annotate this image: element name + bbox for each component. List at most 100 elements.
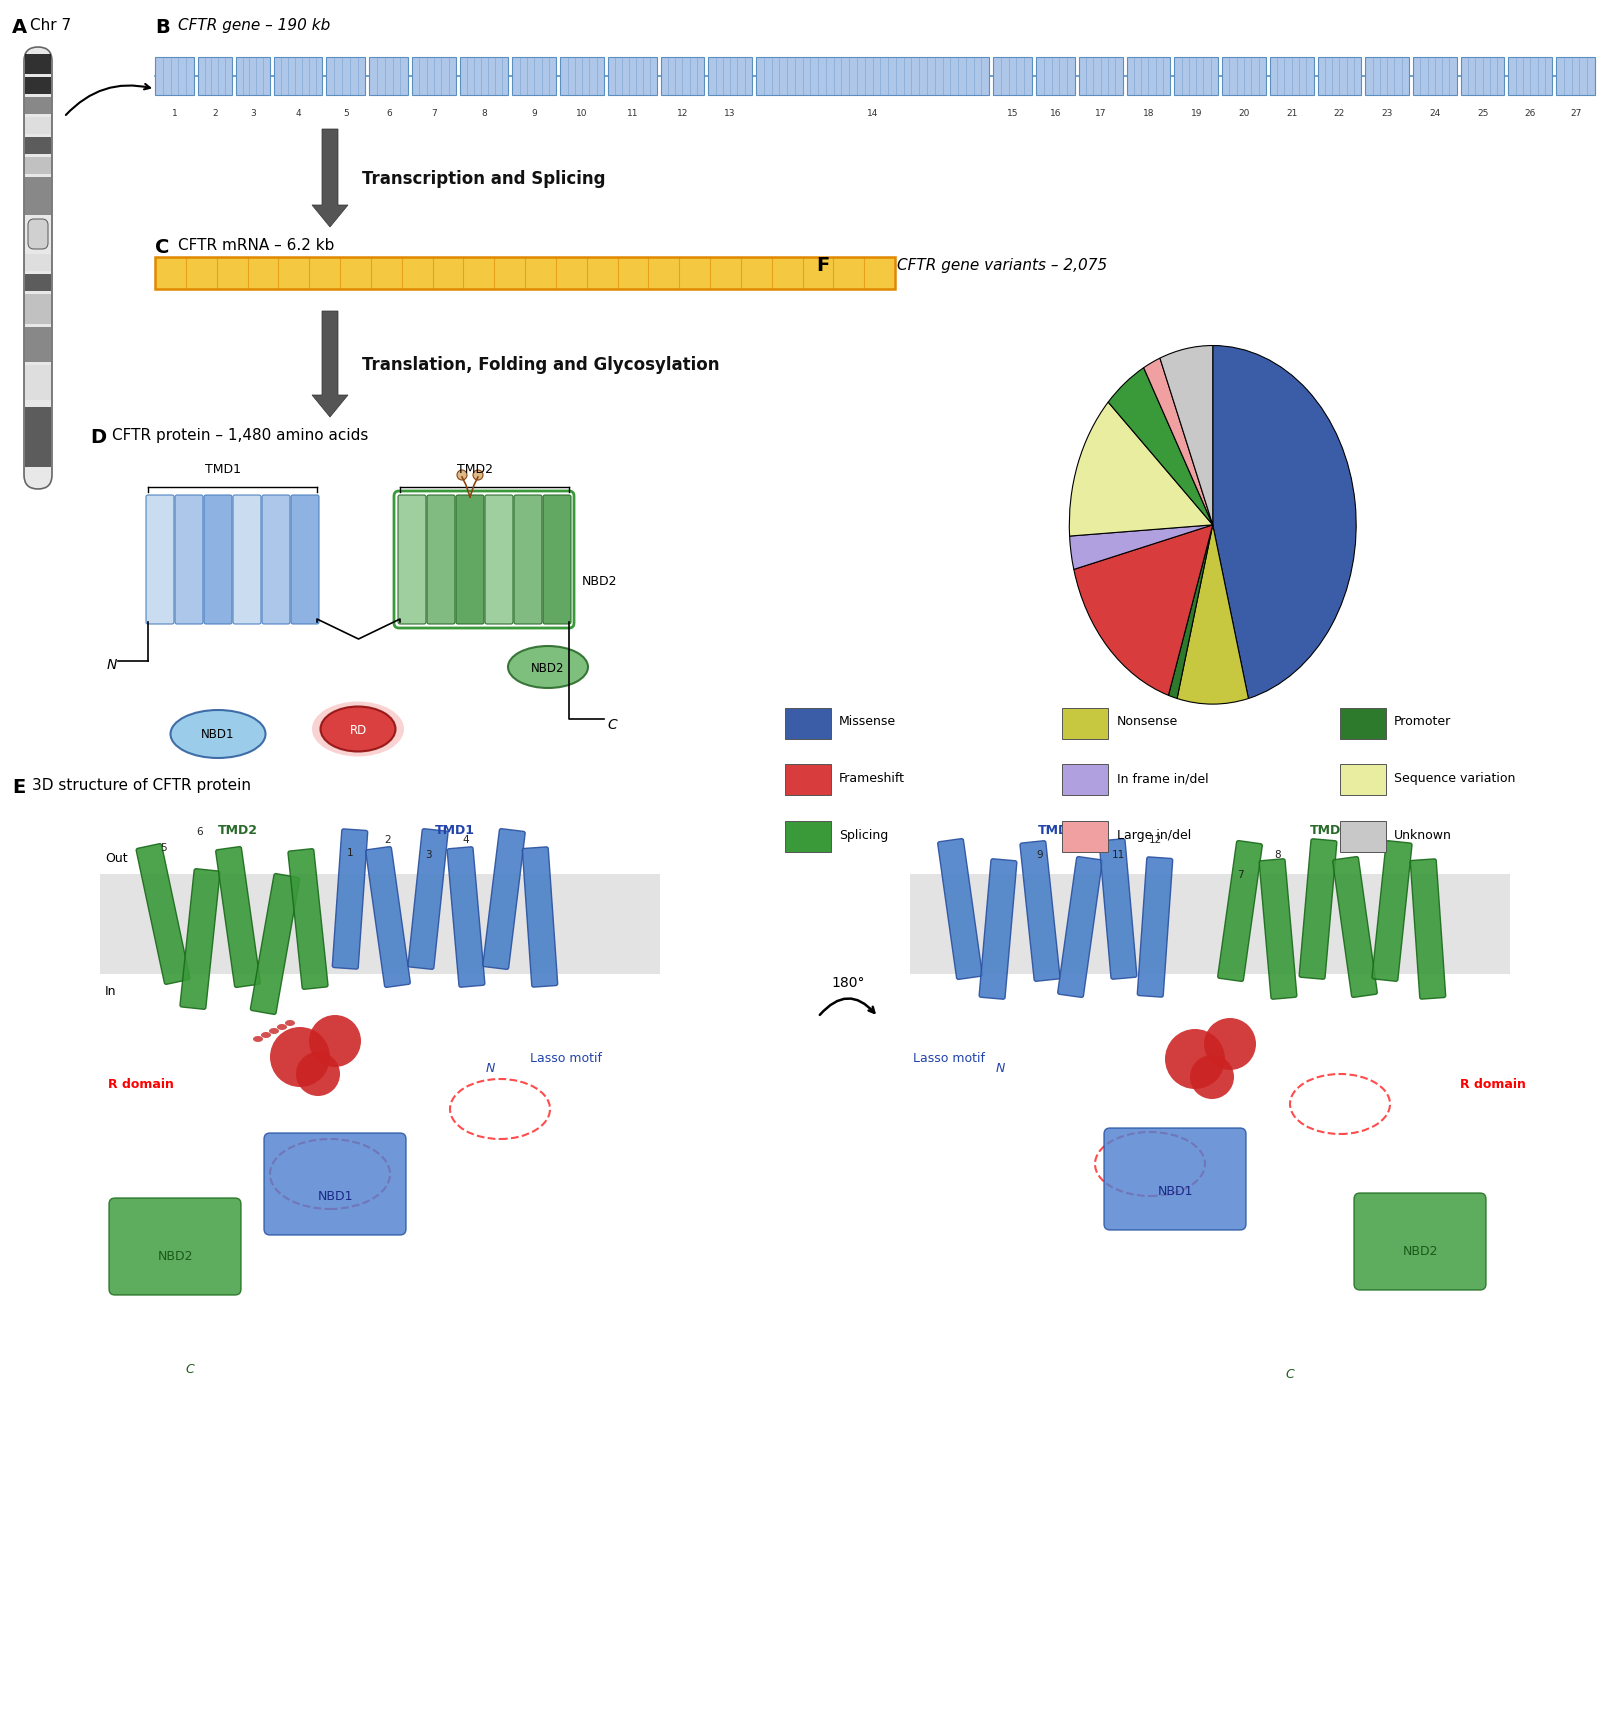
Text: Sequence variation: Sequence variation [1394,772,1515,786]
Text: D: D [91,427,107,446]
Text: 23: 23 [1381,109,1392,117]
Bar [24,177,52,215]
FancyBboxPatch shape [108,1197,241,1296]
Text: Frameshift: Frameshift [839,772,906,786]
FancyBboxPatch shape [1371,841,1412,982]
Text: NBD2: NBD2 [1402,1244,1438,1258]
Bar [784,822,831,853]
FancyBboxPatch shape [27,221,49,250]
FancyBboxPatch shape [215,848,260,987]
Wedge shape [1177,526,1248,705]
Text: R domain: R domain [108,1079,175,1091]
Text: C: C [186,1363,194,1375]
Text: Splicing: Splicing [839,829,888,843]
Bar [236,59,270,96]
Bar [784,708,831,739]
Wedge shape [1074,526,1213,696]
Bar [24,98,52,115]
Text: N: N [485,1061,495,1073]
FancyBboxPatch shape [288,849,328,989]
Text: 12: 12 [676,109,689,117]
Text: 4: 4 [462,834,469,844]
FancyArrow shape [312,129,348,227]
FancyBboxPatch shape [136,844,189,986]
Bar [24,365,52,401]
Bar [1062,822,1108,853]
Bar [1174,59,1218,96]
Ellipse shape [312,701,404,756]
Text: TMD2: TMD2 [1310,824,1350,836]
Ellipse shape [320,706,396,751]
Text: 26: 26 [1525,109,1536,117]
Bar [24,276,52,291]
FancyBboxPatch shape [24,48,52,489]
FancyBboxPatch shape [233,496,260,625]
Text: Unknown: Unknown [1394,829,1452,843]
FancyBboxPatch shape [522,848,558,987]
FancyBboxPatch shape [1353,1194,1486,1291]
FancyBboxPatch shape [483,829,526,970]
Text: NBD2: NBD2 [532,662,564,674]
FancyBboxPatch shape [262,496,289,625]
Text: N: N [996,1061,1004,1073]
Bar [1222,59,1266,96]
Text: 24: 24 [1429,109,1441,117]
Text: 17: 17 [1095,109,1106,117]
FancyBboxPatch shape [485,496,513,625]
Text: 7: 7 [1237,870,1243,879]
Bar [1556,59,1594,96]
Text: 10: 10 [576,109,589,117]
Text: TMD1: TMD1 [1038,824,1079,836]
Ellipse shape [252,1037,264,1042]
Text: 12: 12 [1148,834,1161,844]
Circle shape [296,1053,340,1096]
Bar [24,117,52,134]
Text: NBD1: NBD1 [317,1189,353,1203]
Bar [993,59,1032,96]
FancyBboxPatch shape [980,860,1017,999]
Bar [1062,708,1108,739]
Wedge shape [1069,526,1213,570]
FancyBboxPatch shape [1020,841,1061,982]
Bar [24,295,52,326]
Bar [1079,59,1122,96]
Text: F: F [817,255,830,276]
FancyArrow shape [312,312,348,417]
Bar [660,59,705,96]
Wedge shape [1143,358,1213,526]
Ellipse shape [285,1020,294,1027]
Text: 180°: 180° [831,975,865,989]
Wedge shape [1159,346,1213,526]
Bar [273,59,322,96]
Text: NBD2: NBD2 [157,1249,192,1263]
Text: 3D structure of CFTR protein: 3D structure of CFTR protein [32,777,251,793]
Bar [1127,59,1171,96]
FancyBboxPatch shape [175,496,204,625]
Ellipse shape [508,646,589,689]
Text: In frame in/del: In frame in/del [1117,772,1208,786]
Text: Large in/del: Large in/del [1117,829,1192,843]
Bar [197,59,231,96]
Ellipse shape [170,710,265,758]
Bar [155,258,894,289]
Bar [24,327,52,364]
Text: TMD1: TMD1 [205,463,241,476]
Bar [1509,59,1552,96]
Text: TMD1: TMD1 [435,824,475,836]
FancyBboxPatch shape [1104,1129,1247,1230]
Text: In: In [105,984,116,998]
FancyBboxPatch shape [448,848,485,987]
Text: CFTR mRNA – 6.2 kb: CFTR mRNA – 6.2 kb [178,238,335,253]
Text: 15: 15 [1007,109,1019,117]
FancyBboxPatch shape [251,874,299,1015]
Text: 6: 6 [197,827,204,836]
FancyBboxPatch shape [1218,841,1263,982]
Bar [327,59,365,96]
Text: C: C [1286,1368,1294,1380]
Bar [412,59,456,96]
Bar [708,59,752,96]
FancyBboxPatch shape [456,496,483,625]
Circle shape [1190,1056,1234,1099]
Text: CFTR protein – 1,480 amino acids: CFTR protein – 1,480 amino acids [112,427,369,443]
Bar [24,255,52,272]
